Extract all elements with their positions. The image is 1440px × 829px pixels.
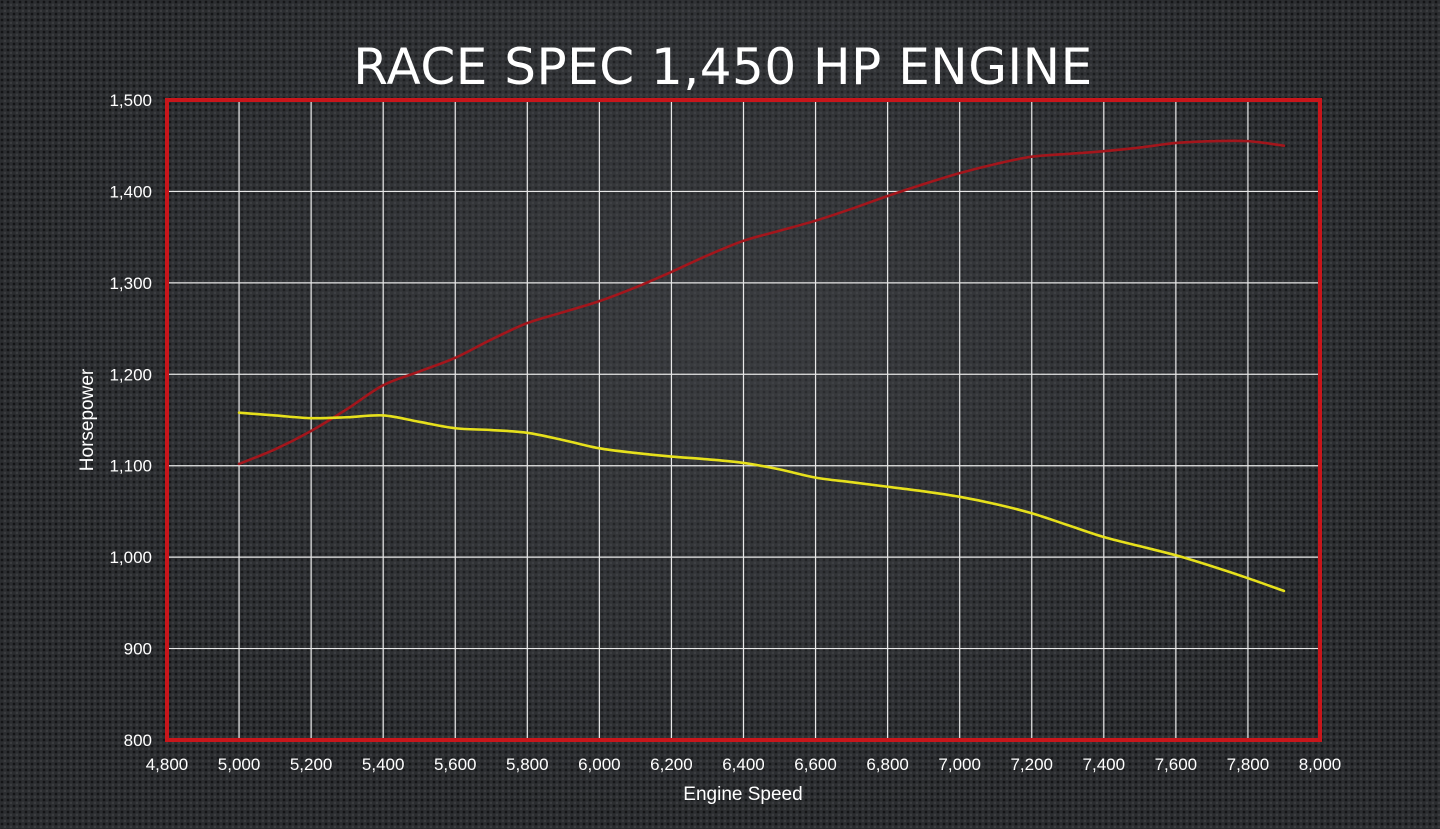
y-tick-label: 1,200: [109, 365, 152, 384]
chart-title: RACE SPEC 1,450 HP ENGINE: [353, 38, 1092, 96]
series-line-2: [237, 411, 1286, 593]
y-tick-label: 900: [124, 640, 152, 659]
x-tick-label: 6,800: [866, 755, 909, 774]
x-tick-label: 5,000: [218, 755, 261, 774]
x-tick-label: 5,200: [290, 755, 333, 774]
y-axis-ticks: 800 900 1,000 1,100 1,200 1,300 1,400 1,500: [109, 91, 152, 750]
y-tick-label: 1,000: [109, 548, 152, 567]
x-tick-label: 7,400: [1083, 755, 1126, 774]
x-tick-label: 7,000: [938, 755, 981, 774]
x-tick-label: 5,400: [362, 755, 405, 774]
plot-frame: [165, 98, 1322, 742]
x-tick-label: 5,600: [434, 755, 477, 774]
x-tick-label: 8,000: [1299, 755, 1342, 774]
x-tick-label: 6,200: [650, 755, 693, 774]
series-line-1: [237, 139, 1286, 466]
x-tick-label: 6,600: [794, 755, 837, 774]
y-tick-label: 800: [124, 731, 152, 750]
x-tick-label: 7,600: [1155, 755, 1198, 774]
x-tick-label: 6,400: [722, 755, 765, 774]
y-tick-label: 1,100: [109, 457, 152, 476]
grid: [167, 100, 1320, 740]
x-tick-label: 7,800: [1227, 755, 1270, 774]
y-tick-label: 1,400: [109, 182, 152, 201]
x-tick-label: 4,800: [146, 755, 189, 774]
x-axis-label: Engine Speed: [683, 784, 802, 805]
series-lines: [237, 139, 1286, 593]
y-tick-label: 1,500: [109, 91, 152, 110]
x-tick-label: 5,800: [506, 755, 549, 774]
x-axis-ticks: 4,800 5,000 5,200 5,400 5,600 5,800 6,000 6,200…: [146, 755, 1342, 774]
x-tick-label: 7,200: [1010, 755, 1053, 774]
y-axis-label: Horsepower: [77, 368, 98, 471]
x-tick-label: 6,000: [578, 755, 621, 774]
y-tick-label: 1,300: [109, 274, 152, 293]
